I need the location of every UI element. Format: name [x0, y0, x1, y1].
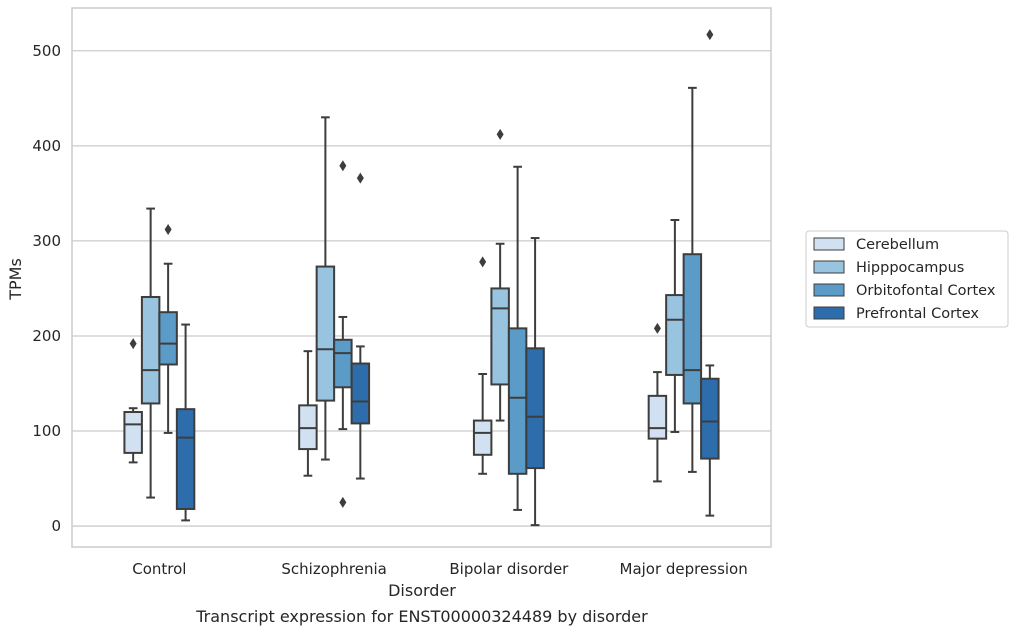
plot-frame — [71, 7, 772, 548]
legend-frame — [805, 230, 1009, 328]
y-axis-label: TPMs — [6, 258, 25, 301]
box-prefrontal-cortex-2 — [525, 237, 545, 527]
iqr-box — [700, 377, 720, 460]
box-plot-area — [123, 29, 720, 527]
legend: Cerebellum Hipppocampus Orbitofontal Corte… — [805, 230, 1009, 328]
box-hipppocampus-0 — [140, 207, 161, 499]
iqr-box — [140, 295, 161, 405]
box-prefrontal-cortex-1 — [350, 172, 371, 480]
legend-entry: Prefrontal Cortex — [856, 306, 979, 322]
x-axis: Control Schizophrenia Bipolar disorder Majo… — [132, 560, 747, 578]
iqr-box — [158, 311, 178, 366]
y-tick-label: 300 — [32, 232, 61, 250]
iqr-box — [123, 411, 143, 454]
iqr-box — [333, 338, 353, 389]
outlier-point — [129, 338, 137, 350]
outlier-point — [479, 256, 487, 268]
legend-entry: Cerebellum — [856, 237, 939, 253]
x-axis-label: Disorder — [388, 581, 456, 600]
box-orbitofontal-cortex-3 — [682, 86, 703, 473]
box-prefrontal-cortex-0 — [175, 323, 196, 522]
legend-swatch — [813, 237, 845, 251]
box-prefrontal-cortex-3 — [700, 29, 720, 517]
box-orbitofontal-cortex-2 — [507, 165, 528, 511]
box-cerebellum-1 — [298, 350, 318, 477]
outlier-point — [706, 29, 714, 41]
iqr-box — [175, 408, 196, 510]
legend-swatch — [813, 283, 845, 297]
iqr-box — [525, 347, 545, 470]
box-cerebellum-3 — [647, 322, 668, 483]
iqr-box — [665, 294, 685, 376]
box-cerebellum-0 — [123, 338, 143, 464]
y-axis: 0 100 200 300 400 500 — [32, 42, 61, 535]
outlier-point — [164, 223, 172, 235]
y-tick-label: 500 — [32, 42, 61, 60]
legend-swatch — [813, 260, 845, 274]
box-cerebellum-2 — [472, 256, 493, 475]
iqr-box — [507, 327, 528, 475]
legend-entry: Hipppocampus — [856, 260, 964, 276]
outlier-point — [496, 128, 504, 140]
box-hipppocampus-2 — [490, 128, 510, 422]
outlier-point — [339, 496, 347, 508]
y-tick-label: 200 — [32, 327, 61, 345]
x-tick-label: Major depression — [620, 560, 748, 578]
outlier-point — [653, 322, 661, 334]
x-tick-label: Schizophrenia — [281, 560, 386, 578]
box-orbitofontal-cortex-0 — [158, 223, 178, 434]
iqr-box — [315, 265, 336, 402]
iqr-box — [472, 419, 493, 456]
legend-swatch — [813, 306, 845, 320]
box-hipppocampus-1 — [315, 116, 336, 461]
outlier-point — [339, 160, 347, 172]
box-hipppocampus-3 — [665, 218, 685, 433]
y-tick-label: 100 — [32, 422, 61, 440]
y-tick-label: 400 — [32, 137, 61, 155]
y-tick-label: 0 — [51, 517, 61, 535]
iqr-box — [350, 362, 371, 425]
box-orbitofontal-cortex-1 — [333, 160, 353, 508]
chart-caption: Transcript expression for ENST0000032448… — [195, 607, 648, 626]
x-tick-label: Bipolar disorder — [449, 560, 569, 578]
iqr-box — [490, 287, 510, 386]
legend-entry: Orbitofontal Cortex — [856, 283, 996, 299]
iqr-box — [682, 253, 703, 405]
x-tick-label: Control — [132, 560, 186, 578]
iqr-box — [647, 394, 668, 440]
outlier-point — [356, 172, 364, 184]
